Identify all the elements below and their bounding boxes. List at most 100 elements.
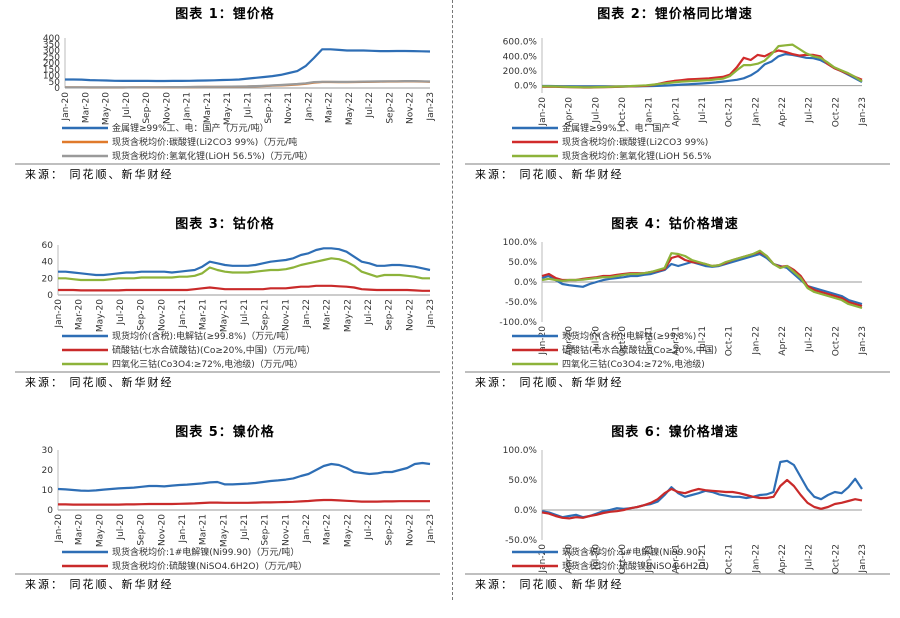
chart-svg-5: 图表 5：镍价格 0 10 20 30 Jan-20 Mar-20 May-20 Jul-20 S… [15,424,440,591]
x-tick-label: Mar-22 [325,92,335,123]
x-tick-label: Jul-22 [805,97,815,124]
series-line-3 [58,257,430,282]
x-tick-label: Sep-22 [385,299,395,331]
x-tick-label: May-21 [223,92,233,125]
source-note: 来源： 同花顺、新华财经 [475,577,624,591]
chart-svg-4: 图表 4：钴价格增速 -100.0% -50.0% 0.0% 50.0% 100.0% Ja… [465,216,890,389]
series-line-1 [65,48,431,83]
y-tick-label: 350 [43,40,60,50]
series-line-1 [57,461,431,492]
x-tick-label: Jan-20 [538,97,548,127]
legend-label: 现货含税均价:碳酸锂(Li2CO3 99%) [562,136,708,148]
chart-title: 图表 5：镍价格 [175,424,275,440]
x-tick-label: May-22 [343,514,353,547]
x-tick-label: Oct-21 [725,544,735,574]
x-tick-label: Jul-20 [591,326,601,353]
x-tick-label: Jul-20 [116,299,126,326]
x-tick-label: May-20 [102,92,112,125]
y-tick-label: 0 [47,291,53,301]
series-line-3 [541,249,863,310]
chart-panel-2: 图表 2：锂价格同比增速 0.0% 200.0% 400.0% 600.0% Jan-20… [450,0,900,200]
x-tick-label: Oct-22 [831,97,841,127]
x-tick-label: Nov-22 [406,92,416,124]
x-tick-label: Nov-20 [157,299,167,331]
x-tick-label: Mar-21 [203,92,213,123]
x-tick-label: Jan-21 [178,299,188,329]
y-tick-label: -50.0% [505,298,537,308]
y-tick-label: 100 [43,72,60,82]
legend-label: 现货均价(含税):电解钴(≥99.8%)（万元/吨） [112,330,294,342]
legend-label: 现货含税均价:硫酸镍(NiSO4.6H2O) [562,560,709,572]
x-tick-label: Jul-22 [365,92,375,119]
y-tick-label: 200.0% [503,67,538,77]
x-tick-label: Jan-20 [538,326,548,356]
x-tick-label: Jan-21 [645,544,655,574]
x-tick-label: Jul-21 [244,92,254,119]
x-tick-label: Sep-22 [385,514,395,546]
x-tick-label: Apr-22 [778,97,788,127]
x-tick-label: Jan-22 [304,92,314,122]
x-tick-label: Sep-20 [137,299,147,331]
y-tick-label: 20 [42,466,54,476]
x-tick-label: Sep-21 [264,92,274,124]
x-tick-label: Jul-21 [698,97,708,124]
x-tick-label: Jan-21 [183,92,193,122]
x-tick-label: Nov-20 [162,92,172,124]
x-tick-label: Nov-21 [284,92,294,124]
y-tick-label: 0.0% [514,278,537,288]
y-tick-label: 0.0% [514,506,537,516]
source-note: 来源： 同花顺、新华财经 [25,577,174,591]
legend-label: 现货均价(含税):电解钴(≥99.8%) [562,330,696,342]
x-tick-label: Jan-23 [426,92,436,122]
x-tick-label: Sep-20 [137,514,147,546]
chart-svg-2: 图表 2：锂价格同比增速 0.0% 200.0% 400.0% 600.0% Jan-20… [465,6,890,181]
x-tick-label: Oct-21 [725,326,735,356]
x-tick-label: Jul-21 [240,299,250,326]
y-tick-label: 50.0% [508,258,537,268]
y-tick-label: 50 [49,78,61,88]
y-tick-label: 100.0% [503,238,538,248]
x-tick-label: Jan-20 [538,544,548,574]
x-tick-label: Jul-20 [116,514,126,541]
x-tick-label: Jan-23 [858,97,868,127]
x-tick-label: Oct-20 [618,544,628,575]
x-tick-label: Jan-21 [645,97,655,127]
legend-label: 金属锂≥99%工、电：国产（万元/吨） [112,122,269,134]
x-tick-label: Jul-20 [591,97,601,124]
x-tick-label: Jan-21 [178,514,188,544]
x-tick-label: Jul-22 [805,544,815,571]
x-tick-label: Nov-20 [157,514,167,546]
series-line-1 [542,52,863,88]
x-tick-label: May-21 [219,299,229,332]
legend-label: 现货含税均价:硫酸镍(NiSO4.6H2O)（万元/吨） [112,560,307,572]
x-tick-label: Jan-20 [61,92,71,122]
x-tick-label: Sep-22 [385,92,395,124]
chart-panel-3: 图表 3：钴价格 0 20 40 60 Jan-20 Mar-20 May-20 Jul-20 S… [0,210,450,410]
x-tick-label: Oct-20 [618,326,628,357]
y-tick-label: 0 [47,506,53,516]
x-tick-label: Apr-20 [565,97,575,127]
x-tick-label: Jul-21 [698,544,708,571]
x-tick-label: Nov-22 [405,299,415,331]
x-tick-label: Nov-21 [281,514,291,546]
x-tick-label: Oct-22 [831,544,841,574]
x-tick-label: Jan-22 [302,299,312,329]
y-tick-label: -50.0% [505,536,537,546]
series-line-3 [542,43,863,89]
x-tick-label: Mar-22 [323,299,333,330]
legend-label: 四氧化三钴(Co3O4:≥72%,电池级) [562,358,705,370]
y-tick-label: 50.0% [508,476,537,486]
x-tick-label: Jul-21 [698,326,708,353]
x-tick-label: Jan-23 [858,326,868,356]
x-tick-label: May-22 [343,299,353,332]
y-tick-label: 400.0% [503,52,538,62]
x-tick-label: Apr-20 [565,544,575,574]
series-line-2 [58,284,430,292]
legend-label: 现货含税均价:碳酸锂(Li2CO3 99%)（万元/吨 [112,136,297,148]
legend-label: 现货含税均价:氢氧化锂(LiOH 56.5%)（万元/吨） [112,150,313,162]
x-tick-label: Jul-21 [240,514,250,541]
x-tick-label: Apr-20 [565,326,575,356]
x-tick-label: Oct-21 [725,97,735,127]
x-tick-label: Sep-21 [261,299,271,331]
x-tick-label: Jan-22 [751,97,761,127]
